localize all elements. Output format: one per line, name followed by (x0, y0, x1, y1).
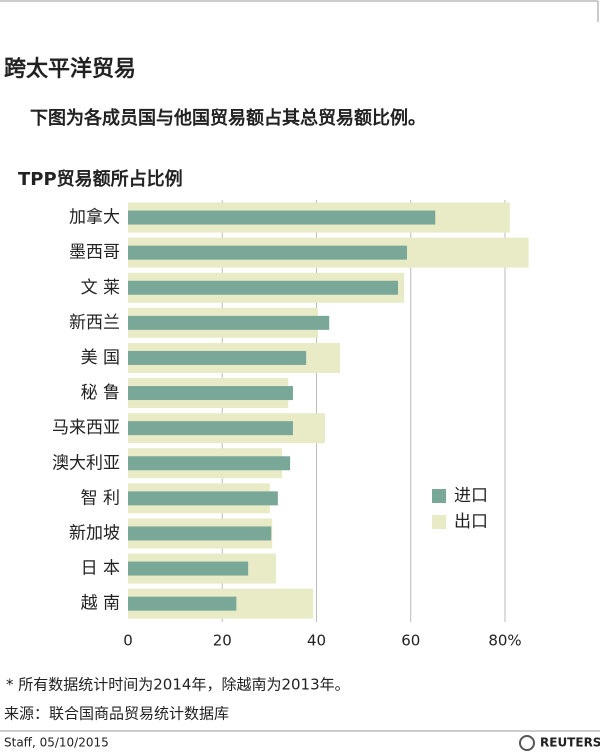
x-tick-label: 80% (488, 632, 521, 650)
y-tick-label: 新西兰 (69, 313, 120, 333)
bar (128, 456, 291, 471)
y-tick-label: 马来西亚 (52, 418, 120, 438)
bar (128, 421, 293, 436)
brand-logo (519, 735, 535, 751)
y-tick-label: 秘 鲁 (81, 383, 120, 403)
legend-label: 进口 (454, 486, 488, 506)
legend-swatch (432, 489, 446, 503)
bar (128, 350, 307, 365)
x-tick-label: 60 (401, 632, 420, 650)
y-tick-label: 新加坡 (69, 523, 120, 543)
y-tick-label: 越 南 (81, 594, 120, 614)
bar (128, 386, 293, 401)
bar (128, 491, 278, 506)
credit: Staff, 05/10/2015 (4, 736, 109, 750)
y-tick-label: 澳大利亚 (52, 453, 120, 473)
bar (128, 280, 399, 295)
legend-label: 出口 (454, 512, 488, 532)
y-tick-label: 智 利 (81, 488, 120, 508)
source: 来源：联合国商品贸易统计数据库 (4, 705, 229, 723)
bar (128, 315, 330, 330)
page-title: 跨太平洋贸易 (4, 56, 136, 82)
x-tick-label: 40 (307, 632, 326, 650)
x-tick-label: 20 (213, 632, 232, 650)
chart-title: TPP贸易额所占比例 (18, 168, 183, 190)
y-tick-label: 墨西哥 (69, 243, 120, 263)
y-tick-label: 日 本 (81, 559, 120, 579)
bar (128, 596, 237, 611)
x-tick-label: 0 (123, 632, 133, 650)
bar (128, 526, 272, 541)
footnote: * 所有数据统计时间为2014年，除越南为2013年。 (6, 676, 350, 694)
subtitle: 下图为各成员国与他国贸易额占其总贸易额比例。 (30, 107, 426, 129)
y-tick-label: 文 莱 (81, 278, 120, 298)
bar (128, 210, 436, 225)
y-tick-label: 美 国 (81, 348, 120, 368)
brand: REUTERS (540, 736, 600, 750)
bar (128, 245, 407, 260)
legend-swatch (432, 515, 446, 529)
y-tick-label: 加拿大 (69, 207, 120, 228)
bar (128, 561, 249, 576)
